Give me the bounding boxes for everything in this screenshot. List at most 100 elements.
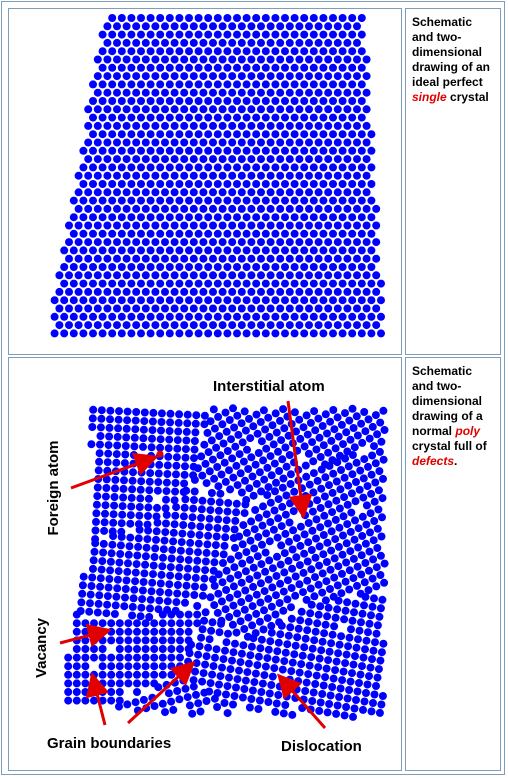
atom: [223, 197, 231, 205]
atom: [215, 432, 223, 440]
atom: [339, 230, 347, 238]
atom: [65, 321, 73, 329]
atom: [324, 39, 332, 47]
atom: [176, 645, 184, 653]
atom: [118, 519, 126, 527]
atom: [243, 197, 251, 205]
atom: [295, 222, 303, 230]
atom: [271, 460, 279, 468]
atom: [324, 255, 332, 263]
atom: [84, 321, 92, 329]
atom: [207, 627, 215, 635]
atom: [204, 163, 212, 171]
atom: [73, 679, 81, 687]
atom: [280, 568, 288, 576]
atom: [127, 180, 135, 188]
atom: [156, 263, 164, 271]
atom: [214, 163, 222, 171]
atom: [339, 31, 347, 39]
atom: [108, 180, 116, 188]
atom: [113, 89, 121, 97]
atom: [316, 655, 324, 663]
atom: [319, 14, 327, 22]
atom: [341, 455, 349, 463]
atom: [113, 255, 121, 263]
atom: [252, 80, 260, 88]
atom: [321, 473, 329, 481]
atom: [156, 213, 164, 221]
atom: [81, 679, 89, 687]
atom: [112, 593, 120, 601]
atom: [227, 435, 235, 443]
atom: [199, 255, 207, 263]
atom: [116, 645, 124, 653]
atom: [204, 296, 212, 304]
atom: [333, 658, 341, 666]
atom: [115, 407, 123, 415]
atom: [97, 423, 105, 431]
atom: [276, 255, 284, 263]
atom: [107, 558, 115, 566]
atom: [291, 246, 299, 254]
atom: [147, 263, 155, 271]
atom: [185, 197, 193, 205]
atom: [257, 122, 265, 130]
atom: [127, 280, 135, 288]
atom: [257, 255, 265, 263]
atom: [267, 105, 275, 113]
atom: [348, 246, 356, 254]
atom: [190, 39, 198, 47]
atom: [241, 606, 249, 614]
atom: [132, 271, 140, 279]
atom: [80, 573, 88, 581]
atom: [190, 205, 198, 213]
atom: [237, 617, 245, 625]
atom: [233, 609, 241, 617]
atom: [161, 72, 169, 80]
atom: [79, 213, 87, 221]
atom: [286, 288, 294, 296]
atom: [334, 321, 342, 329]
atom: [329, 14, 337, 22]
atom: [103, 188, 111, 196]
atom: [322, 621, 330, 629]
atom: [228, 255, 236, 263]
atom: [267, 188, 275, 196]
atom: [182, 685, 190, 693]
atom: [123, 22, 131, 30]
atom: [113, 584, 121, 592]
atom: [364, 463, 372, 471]
atom: [204, 329, 212, 337]
atom: [228, 105, 236, 113]
atom: [195, 14, 203, 22]
atom: [135, 534, 143, 542]
atom: [324, 305, 332, 313]
atom: [233, 329, 241, 337]
atom: [125, 551, 133, 559]
atom: [283, 595, 291, 603]
atom: [374, 674, 382, 682]
atom: [103, 105, 111, 113]
atom: [142, 305, 150, 313]
atom: [210, 601, 218, 609]
atom: [228, 22, 236, 30]
atom: [256, 599, 264, 607]
atom: [218, 420, 226, 428]
atom: [142, 321, 150, 329]
atom: [247, 453, 255, 461]
atom: [367, 490, 375, 498]
atom: [352, 696, 360, 704]
atom: [94, 139, 102, 147]
atom: [55, 271, 63, 279]
atom: [171, 520, 179, 528]
atom: [367, 230, 375, 238]
atom: [324, 321, 332, 329]
atom: [137, 329, 145, 337]
atom: [183, 428, 191, 436]
atom: [259, 522, 267, 530]
atom: [159, 636, 167, 644]
atom: [147, 230, 155, 238]
atom: [81, 697, 89, 705]
atom: [175, 80, 183, 88]
atom: [230, 582, 238, 590]
